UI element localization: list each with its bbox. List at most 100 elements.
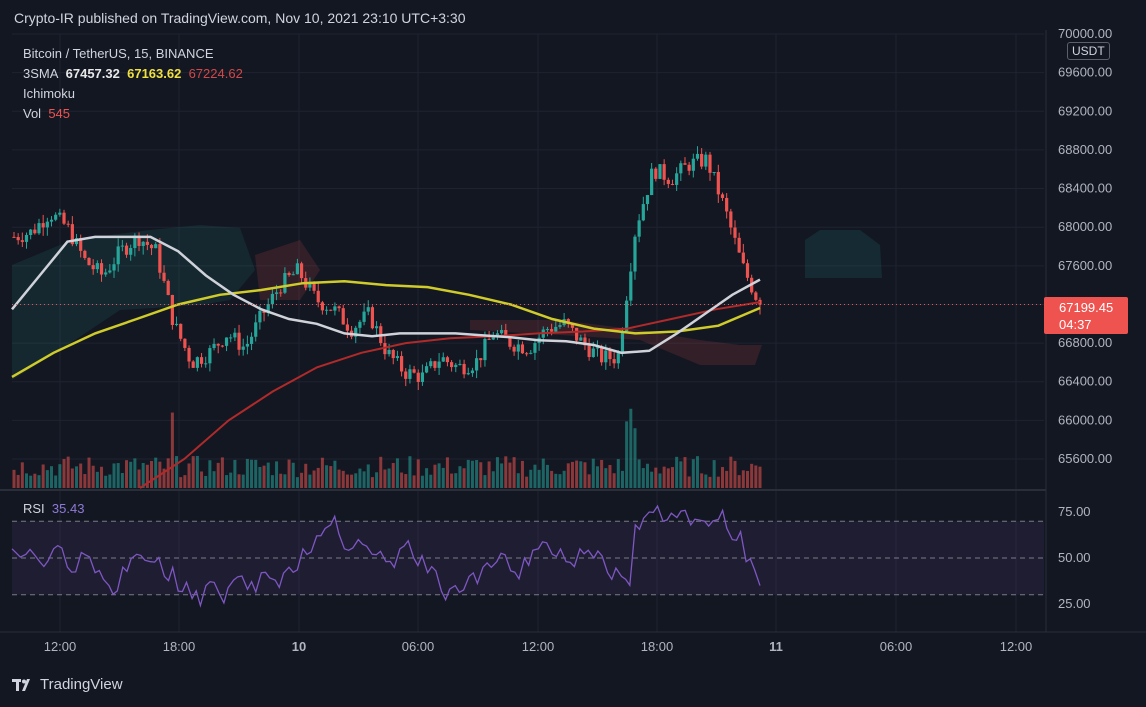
- volume-bar: [50, 466, 54, 488]
- candle-body: [370, 307, 375, 329]
- rsi-tick-label: 25.00: [1058, 596, 1091, 611]
- candle-body: [224, 337, 229, 346]
- candle-body: [587, 345, 591, 358]
- candle-body: [237, 332, 241, 350]
- volume-bar: [737, 475, 741, 488]
- volume-bar: [729, 456, 733, 488]
- sma-mid-line: [11, 280, 761, 378]
- candle-body: [179, 323, 183, 339]
- candle-body: [695, 153, 700, 159]
- volume-bar: [641, 468, 645, 488]
- volume-bar: [125, 460, 129, 488]
- candle-body: [666, 179, 670, 184]
- price-tick-label: 68000.00: [1058, 219, 1112, 234]
- candle-body: [287, 272, 291, 276]
- volume-bar: [137, 469, 141, 488]
- candle-body: [129, 248, 133, 255]
- candle-body: [737, 237, 741, 253]
- volume-bar: [733, 460, 737, 488]
- volume-bar: [183, 475, 187, 488]
- candle-body: [183, 338, 187, 348]
- volume-bar: [83, 474, 87, 488]
- volume-bar: [695, 456, 699, 488]
- volume-bar: [704, 474, 708, 488]
- sma3-value: 67224.62: [188, 66, 243, 81]
- volume-bar: [262, 465, 266, 488]
- volume-bar: [758, 466, 762, 488]
- volume-bar: [216, 462, 220, 488]
- volume-bar: [416, 459, 420, 488]
- volume-bar: [179, 477, 183, 488]
- candle-body: [62, 212, 66, 224]
- candle-body: [233, 332, 237, 338]
- candle-body: [408, 369, 412, 379]
- volume-bar: [587, 474, 591, 488]
- volume-bar: [754, 465, 758, 488]
- volume-bar: [741, 470, 745, 488]
- volume-bar: [220, 457, 224, 488]
- candle-body: [533, 343, 537, 353]
- volume-bar: [16, 474, 20, 488]
- candle-body: [441, 357, 445, 362]
- candle-body: [679, 163, 683, 174]
- vol-label: Vol: [23, 106, 42, 121]
- volume-bar: [491, 471, 495, 488]
- ichimoku-cloud-bull: [805, 230, 882, 278]
- volume-bar: [79, 463, 83, 488]
- candle-body: [54, 214, 58, 220]
- volume-bar: [466, 459, 470, 488]
- candle-body: [725, 197, 729, 212]
- symbol-title: Bitcoin / TetherUS, 15, BINANCE: [23, 46, 214, 61]
- sma2-value: 67163.62: [127, 66, 182, 81]
- volume-bar: [591, 458, 595, 488]
- candle-body: [575, 327, 579, 341]
- candle-body: [741, 252, 745, 264]
- candle-body: [366, 307, 370, 312]
- time-tick-label: 18:00: [641, 639, 674, 654]
- candle-body: [266, 304, 270, 313]
- tradingview-brand[interactable]: TradingView: [12, 676, 123, 693]
- candle-body: [87, 257, 91, 266]
- candle-body: [254, 322, 258, 337]
- candle-body: [491, 337, 495, 340]
- candle-body: [291, 274, 295, 276]
- candle-body: [104, 272, 108, 275]
- candle-body: [24, 235, 29, 242]
- volume-bar: [487, 461, 491, 488]
- candle-body: [479, 358, 483, 361]
- ichimoku-label: Ichimoku: [23, 86, 76, 101]
- volume-bar: [208, 460, 212, 488]
- time-tick-label: 06:00: [880, 639, 913, 654]
- volume-bar: [383, 469, 387, 488]
- volume-bar: [329, 466, 333, 488]
- currency-badge[interactable]: USDT: [1067, 42, 1110, 60]
- volume-bar: [12, 469, 16, 488]
- candle-body: [604, 350, 608, 363]
- volume-bar: [391, 463, 395, 488]
- volume-bar: [633, 428, 637, 488]
- volume-bar: [337, 469, 341, 488]
- candle-body: [583, 337, 587, 346]
- volume-bar: [600, 459, 604, 488]
- candle-body: [558, 325, 562, 327]
- volume-bar: [241, 474, 245, 488]
- volume-bar: [691, 459, 695, 488]
- brand-label: TradingView: [40, 676, 123, 693]
- volume-bar: [308, 474, 312, 488]
- publisher-line: Crypto-IR published on TradingView.com, …: [14, 10, 466, 26]
- candle-body: [645, 195, 650, 205]
- volume-bar: [316, 467, 320, 488]
- candle-body: [299, 263, 304, 279]
- candle-body: [141, 241, 145, 246]
- candle-body: [429, 361, 433, 367]
- candle-body: [420, 372, 425, 382]
- candle-body: [170, 294, 174, 325]
- candle-body: [249, 336, 254, 344]
- volume-bar: [533, 464, 537, 488]
- candle-body: [187, 347, 191, 362]
- volume-bar: [545, 464, 549, 488]
- candle-body: [162, 272, 166, 281]
- volume-bar: [66, 456, 70, 488]
- volume-bar: [237, 474, 241, 488]
